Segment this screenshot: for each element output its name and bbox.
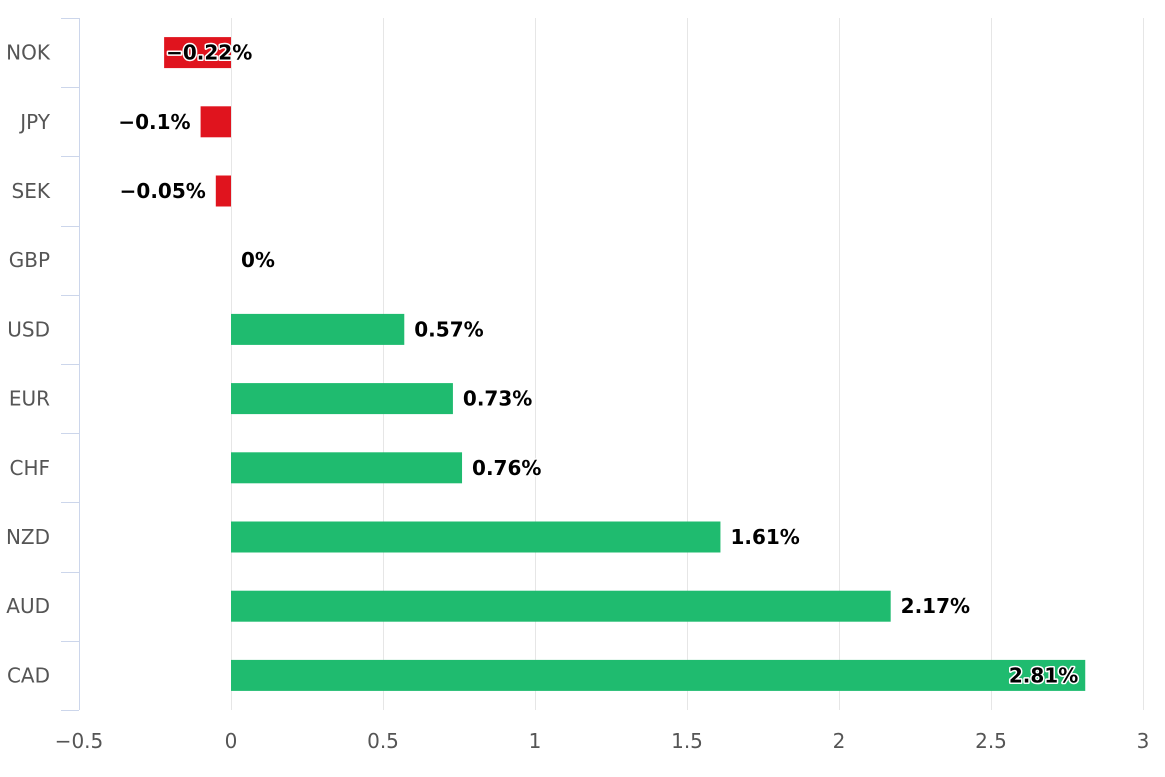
data-label: 1.61%: [730, 525, 799, 549]
category-label: AUD: [6, 594, 50, 618]
data-label: 2.81%: [1009, 663, 1078, 687]
category-label: SEK: [12, 179, 51, 203]
category-label: JPY: [18, 110, 51, 134]
x-tick-label: 1: [529, 729, 542, 753]
x-tick-label: 2.5: [975, 729, 1007, 753]
bar: [231, 313, 405, 345]
category-label: CAD: [7, 663, 50, 687]
category-label: EUR: [9, 387, 50, 411]
x-tick-label: 0: [225, 729, 238, 753]
category-label: NZD: [6, 525, 50, 549]
x-tick-label: −0.5: [55, 729, 104, 753]
x-axis-ticks: −0.5 0 0.5 1 1.5 2 2.5 3: [55, 729, 1150, 753]
bar: [231, 521, 721, 553]
bar: [231, 590, 891, 622]
grid-lines: [79, 18, 1144, 710]
bars: [164, 37, 1086, 691]
bar: [164, 37, 231, 69]
category-label: USD: [7, 317, 50, 341]
x-tick-label: 3: [1137, 729, 1150, 753]
x-tick-label: 0.5: [367, 729, 399, 753]
category-axis: NOK JPY SEK GBP USD EUR CHF NZD AUD CAD: [6, 18, 80, 711]
data-label: −0.1%: [118, 110, 190, 134]
data-label: 2.17%: [901, 594, 970, 618]
category-label: GBP: [9, 248, 50, 272]
bar: [200, 106, 231, 138]
x-tick-label: 1.5: [671, 729, 703, 753]
x-tick-label: 2: [833, 729, 846, 753]
data-label: 0.73%: [463, 387, 532, 411]
data-label: 0%: [241, 248, 275, 272]
data-label: −0.05%: [120, 179, 206, 203]
category-label: NOK: [6, 41, 51, 65]
category-label: CHF: [9, 456, 50, 480]
bar: [231, 659, 1086, 691]
bar: [231, 383, 453, 415]
data-label: −0.22%: [166, 41, 252, 65]
bar: [231, 452, 463, 484]
data-label: 0.57%: [414, 317, 483, 341]
data-labels: −0.22% −0.1% −0.05% 0% 0.57% 0.73% 0.76% 1.61% 2…: [117, 39, 1080, 689]
bar: [215, 175, 231, 207]
data-label: 0.76%: [472, 456, 541, 480]
